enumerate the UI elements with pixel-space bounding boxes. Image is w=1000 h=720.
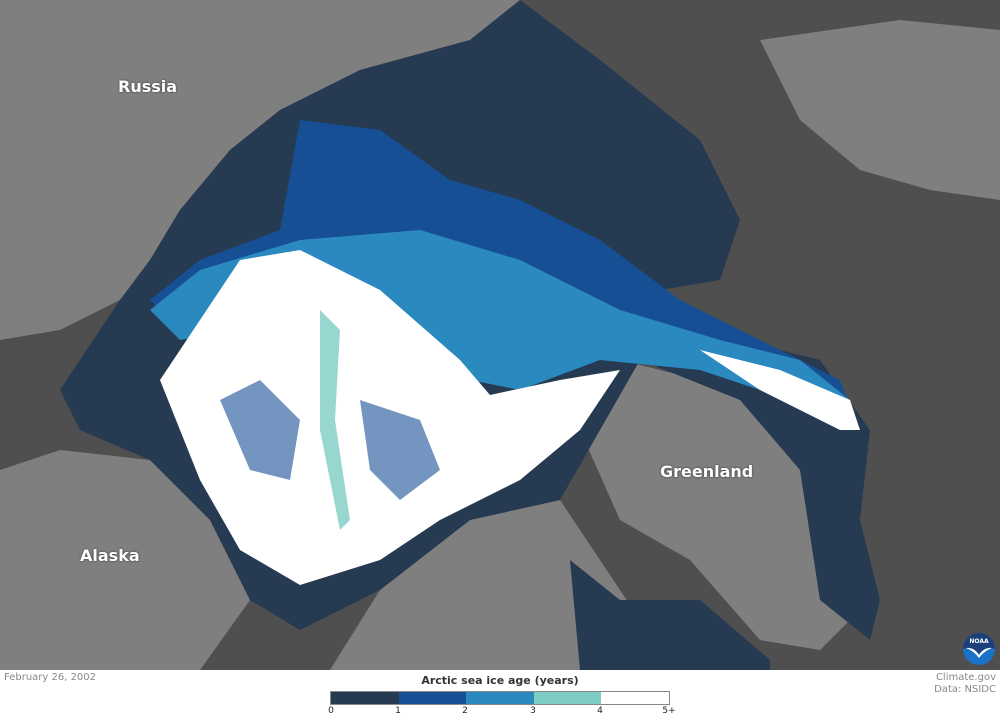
- svg-text:NOAA: NOAA: [969, 638, 989, 645]
- legend-swatch-5-plus: [601, 692, 669, 704]
- ice-age-1-2-patches: [220, 380, 440, 500]
- legend-swatch-3-4: [533, 692, 602, 704]
- ice-age-5-plus-east: [700, 350, 860, 430]
- ice-age-3-4: [320, 310, 350, 530]
- hudson-bay: [570, 560, 770, 670]
- legend-tick: 3: [530, 706, 536, 716]
- credit-climate-gov: Climate.gov: [935, 672, 996, 683]
- credit-data-source: Data: NSIDC: [934, 684, 996, 695]
- legend-swatch-1-2: [398, 692, 467, 704]
- legend-swatch-2-3: [466, 692, 534, 704]
- legend-tick: 0: [328, 706, 334, 716]
- land-russia: [0, 0, 520, 340]
- noaa-logo: NOAA: [963, 633, 995, 665]
- label-greenland: Greenland: [660, 462, 754, 481]
- legend-color-bar: [330, 691, 670, 705]
- label-alaska: Alaska: [80, 546, 140, 565]
- legend-title: Arctic sea ice age (years): [421, 674, 579, 687]
- legend-swatch-0-1: [331, 692, 399, 704]
- label-russia: Russia: [118, 77, 178, 96]
- legend-tick: 5+: [662, 706, 676, 716]
- legend-tick: 2: [462, 706, 468, 716]
- footer: February 26, 2002 Climate.gov Data: NSID…: [0, 670, 1000, 720]
- land-scandinavia: [760, 20, 1000, 200]
- credits: Climate.gov Data: NSIDC: [934, 672, 996, 696]
- sea-ice-map: [0, 0, 1000, 670]
- legend-tick: 1: [395, 706, 401, 716]
- legend-tick: 4: [597, 706, 603, 716]
- land-alaska: [0, 450, 250, 670]
- land-canada: [330, 500, 640, 670]
- map-date: February 26, 2002: [4, 672, 97, 683]
